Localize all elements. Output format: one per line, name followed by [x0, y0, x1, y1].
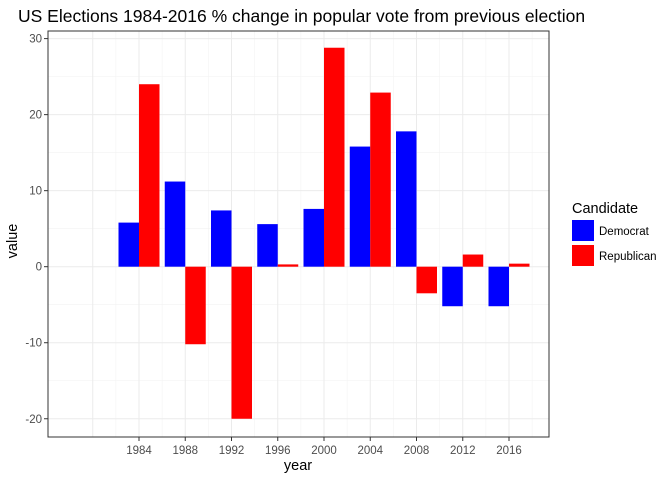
bar-democrat-2012	[442, 266, 463, 307]
bar-democrat-1996	[257, 224, 278, 267]
y-axis: -20 -10 0 10 20 30	[25, 34, 48, 426]
y-tick-label: -10	[25, 338, 42, 350]
legend-title: Candidate	[572, 201, 638, 217]
bar-republican-1984	[139, 84, 160, 267]
x-tick-label: 2016	[496, 445, 522, 457]
legend-swatch-democrat	[572, 220, 594, 241]
bar-republican-1996	[277, 264, 299, 267]
x-tick-label: 1996	[265, 445, 291, 457]
y-tick-label: 30	[29, 34, 42, 46]
plot-border	[47, 30, 550, 438]
legend-label-democrat: Democrat	[599, 226, 650, 238]
x-tick-label: 2008	[404, 445, 430, 457]
x-tick-label: 1984	[126, 445, 152, 457]
x-axis: 1984 1988 1992 1996 2000 2004 2008 2012 2016	[126, 437, 522, 457]
bar-republican-2000	[324, 47, 345, 267]
bar-democrat-1988	[164, 181, 186, 267]
x-tick-label: 2004	[357, 445, 383, 457]
bar-republican-2004	[370, 92, 391, 267]
bar-republican-2008	[416, 266, 437, 294]
y-tick-label: -20	[25, 414, 42, 426]
x-tick-label: 1992	[219, 445, 245, 457]
bar-republican-1988	[185, 266, 206, 345]
legend-swatch-republican	[572, 245, 594, 266]
bar-democrat-2000	[303, 208, 324, 267]
bar-republican-1992	[231, 266, 252, 419]
chart-title: US Elections 1984-2016 % change in popul…	[18, 6, 585, 26]
plot-area	[47, 30, 550, 438]
legend-label-republican: Republican	[599, 251, 657, 263]
x-tick-label: 2000	[311, 445, 337, 457]
bar-democrat-2004	[349, 146, 371, 267]
bar-democrat-1992	[211, 210, 232, 267]
bar-democrat-2008	[396, 131, 417, 267]
bar-democrat-2016	[488, 266, 509, 307]
y-tick-label: 20	[29, 110, 42, 122]
y-tick-label: 0	[36, 262, 42, 274]
bars	[118, 47, 530, 419]
bar-republican-2016	[509, 263, 530, 267]
legend: Candidate Democrat Republican	[572, 201, 657, 266]
x-tick-label: 1988	[172, 445, 198, 457]
x-tick-label: 2012	[450, 445, 476, 457]
y-tick-label: 10	[29, 186, 42, 198]
bar-republican-2012	[462, 254, 484, 267]
y-axis-title: value	[5, 224, 21, 259]
bar-democrat-1984	[118, 222, 139, 267]
x-axis-title: year	[284, 458, 312, 474]
